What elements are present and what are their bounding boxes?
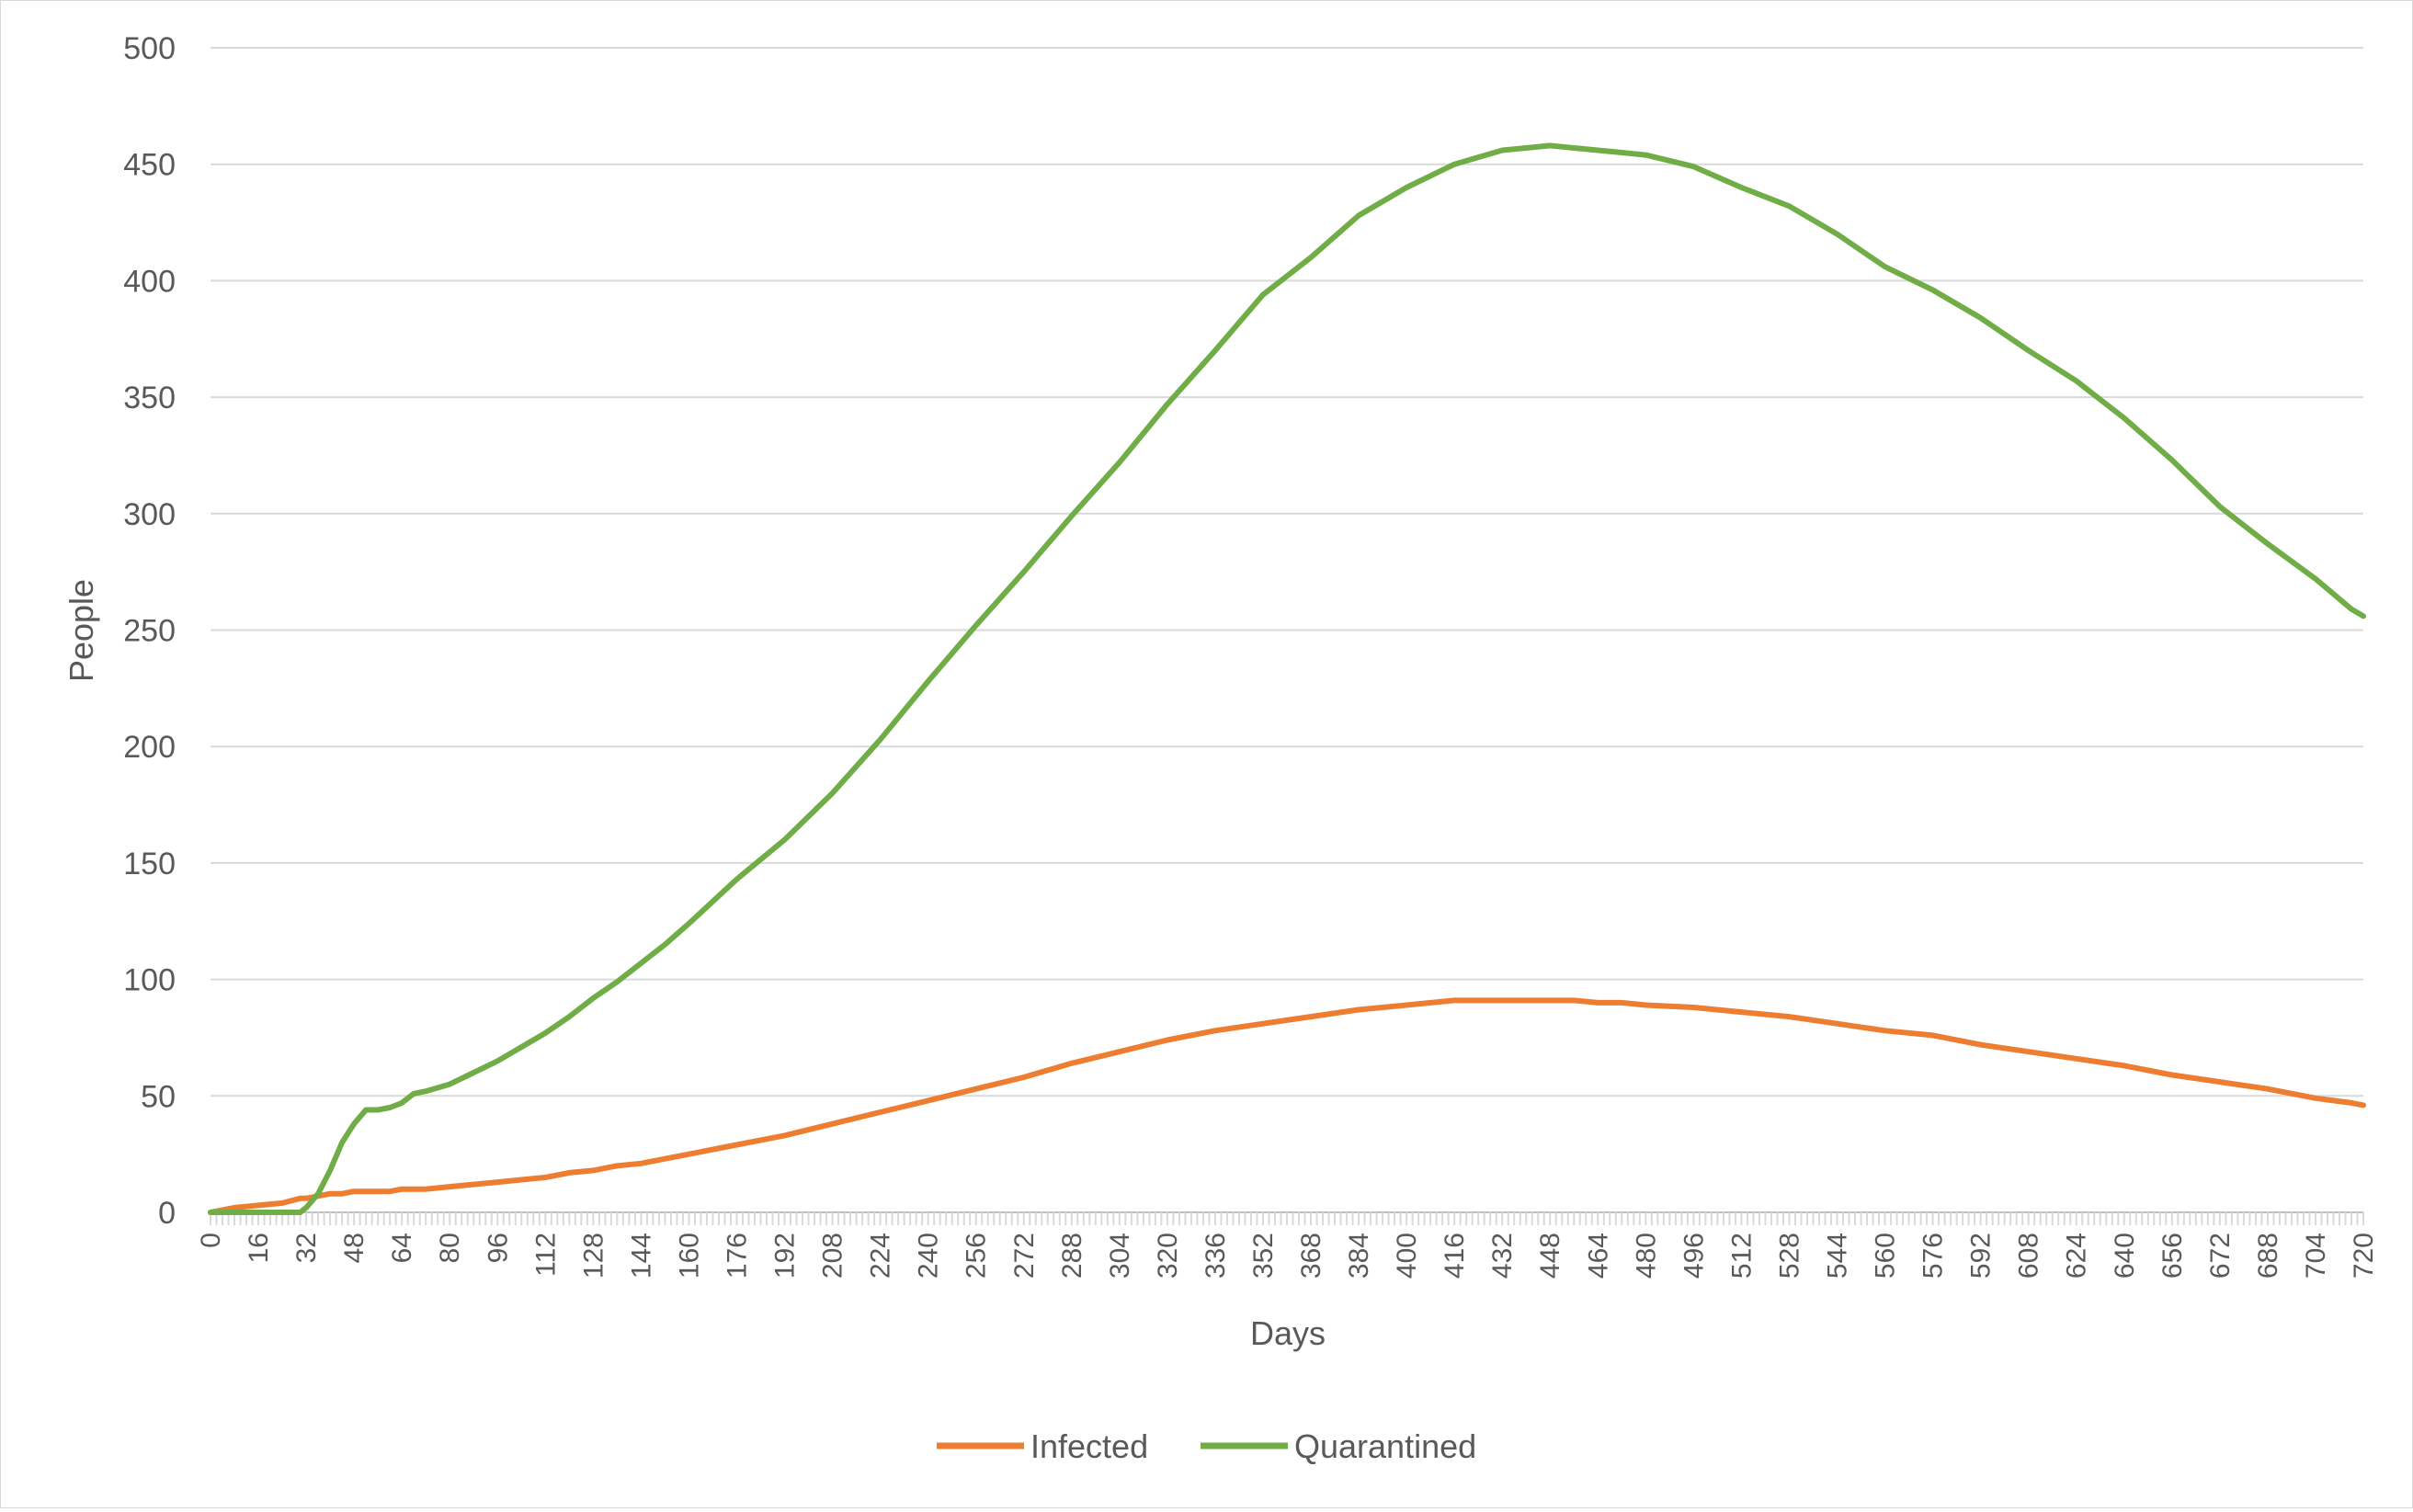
- x-tick-label: 464: [1583, 1233, 1613, 1279]
- y-tick-label: 50: [141, 1079, 176, 1114]
- x-tick-label: 672: [2205, 1233, 2236, 1279]
- x-tick-label: 160: [674, 1233, 704, 1279]
- x-tick-label: 448: [1535, 1233, 1565, 1279]
- x-tick-label: 240: [914, 1233, 944, 1279]
- y-axis-title: People: [63, 579, 100, 682]
- x-tick-label: 480: [1631, 1233, 1661, 1279]
- y-tick-label: 100: [123, 963, 176, 998]
- x-tick-label: 304: [1105, 1233, 1135, 1279]
- x-tick-label: 384: [1344, 1233, 1374, 1279]
- x-tick-label: 656: [2157, 1233, 2188, 1279]
- legend-label-infected: Infected: [1030, 1427, 1148, 1465]
- y-tick-label: 200: [123, 730, 176, 765]
- x-tick-label: 208: [818, 1233, 848, 1279]
- x-tick-label: 544: [1823, 1233, 1853, 1279]
- x-tick-label: 688: [2253, 1233, 2283, 1279]
- x-tick-label: 128: [578, 1233, 609, 1279]
- x-tick-label: 592: [1966, 1233, 1997, 1279]
- legend: Infected Quarantined: [937, 1427, 1476, 1465]
- x-tick-label: 224: [866, 1233, 896, 1279]
- x-tick-label: 176: [722, 1233, 752, 1279]
- series-lines: [208, 142, 2366, 1215]
- series-line-quarantined: [208, 142, 2366, 1215]
- x-tick-label: 640: [2110, 1233, 2140, 1279]
- series-line-infected: [208, 997, 2366, 1215]
- x-tick-label: 320: [1153, 1233, 1183, 1279]
- x-tick-label: 0: [196, 1233, 226, 1248]
- y-tick-label: 0: [158, 1196, 176, 1231]
- x-tick-label: 192: [770, 1233, 801, 1279]
- x-tick-label: 288: [1057, 1233, 1087, 1279]
- x-axis-minor-ticks: [210, 1212, 2364, 1225]
- x-tick-label: 16: [244, 1233, 274, 1263]
- x-tick-label: 704: [2301, 1233, 2331, 1279]
- x-tick-label: 112: [530, 1233, 561, 1277]
- x-tick-label: 432: [1487, 1233, 1518, 1279]
- y-tick-label: 350: [123, 381, 176, 415]
- x-tick-label: 720: [2349, 1233, 2379, 1279]
- y-tick-label: 300: [123, 497, 176, 532]
- x-tick-label: 48: [339, 1233, 370, 1263]
- y-tick-label: 500: [123, 31, 176, 66]
- x-tick-label: 32: [291, 1233, 322, 1263]
- x-tick-label: 368: [1296, 1233, 1326, 1279]
- x-tick-label: 528: [1774, 1233, 1804, 1279]
- x-tick-label: 400: [1392, 1233, 1422, 1279]
- x-tick-label: 64: [387, 1233, 417, 1263]
- y-tick-label: 450: [123, 148, 176, 183]
- y-axis-ticks: 0 50 100 150 200 250 300 350 400 450 500: [123, 31, 176, 1231]
- x-tick-label: 144: [626, 1233, 656, 1279]
- y-tick-label: 150: [123, 847, 176, 881]
- x-axis-ticks: 0 16 32 48 64 80 96 112 128 144 160 176 192 208 224 240…: [196, 1233, 2379, 1279]
- x-tick-label: 352: [1248, 1233, 1279, 1279]
- x-tick-label: 496: [1679, 1233, 1709, 1279]
- x-tick-label: 336: [1201, 1233, 1231, 1279]
- x-tick-label: 576: [1918, 1233, 1949, 1279]
- x-tick-label: 560: [1871, 1233, 1901, 1279]
- y-tick-label: 250: [123, 614, 176, 649]
- legend-label-quarantined: Quarantined: [1294, 1427, 1476, 1465]
- x-axis-title: Days: [1250, 1314, 1326, 1352]
- x-tick-label: 512: [1726, 1233, 1757, 1279]
- x-tick-label: 272: [1009, 1233, 1040, 1279]
- x-tick-label: 80: [435, 1233, 465, 1263]
- gridlines: [210, 47, 2364, 1225]
- x-tick-label: 624: [2062, 1233, 2092, 1279]
- x-tick-label: 256: [962, 1233, 992, 1279]
- y-tick-label: 400: [123, 264, 176, 299]
- x-tick-label: 96: [483, 1233, 513, 1263]
- x-tick-label: 608: [2014, 1233, 2044, 1279]
- x-tick-label: 416: [1440, 1233, 1470, 1279]
